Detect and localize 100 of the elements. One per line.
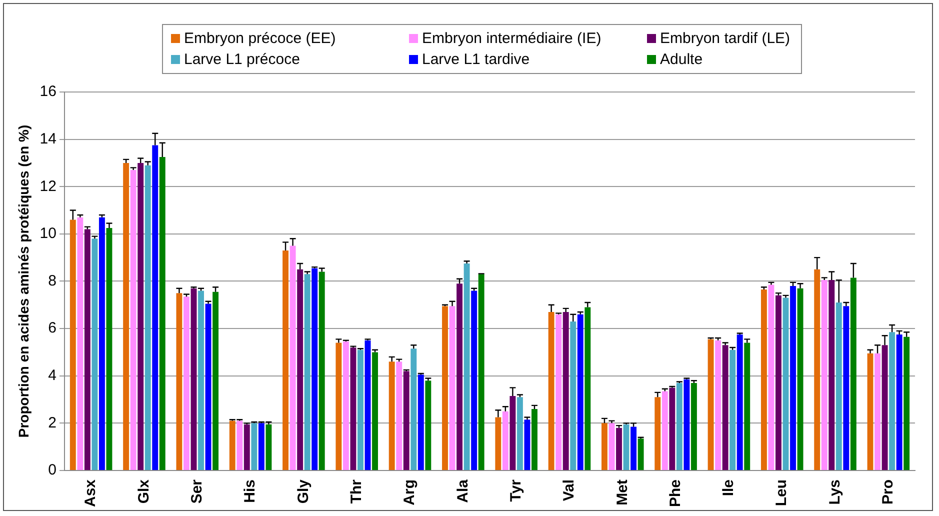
bar: [510, 396, 516, 470]
x-tick-label: Ile: [720, 479, 738, 496]
x-tick-label: Thr: [348, 479, 365, 504]
legend-label: Embryon intermédiaire (IE): [422, 30, 602, 47]
bar: [184, 296, 190, 470]
bar: [843, 306, 850, 470]
bar: [159, 157, 166, 470]
bar: [630, 426, 637, 470]
legend-label: Embryon précoce (EE): [184, 30, 336, 47]
x-tick-label: Ser: [188, 479, 206, 504]
bar: [350, 347, 356, 470]
bar: [760, 290, 767, 470]
bar: [715, 340, 722, 470]
bar: [821, 280, 828, 470]
bar: [198, 290, 204, 470]
x-tick-label: Phe: [666, 479, 684, 507]
bar: [850, 278, 856, 470]
bar: [418, 374, 424, 470]
bar: [152, 145, 158, 470]
bar: [70, 220, 76, 470]
bar: [744, 342, 750, 470]
bar: [297, 269, 304, 470]
bar: [251, 423, 258, 470]
bar: [456, 284, 463, 470]
y-tick-label: 0: [48, 462, 56, 479]
bar: [532, 408, 538, 470]
bar: [684, 379, 690, 470]
bar: [904, 336, 910, 470]
bar: [258, 423, 264, 470]
bar: [98, 217, 105, 470]
x-tick-label: His: [242, 479, 259, 503]
bar: [396, 362, 402, 470]
bar: [690, 382, 697, 470]
bar: [797, 288, 804, 470]
bar: [77, 217, 84, 470]
bar: [336, 342, 342, 470]
bar: [266, 424, 272, 470]
bar: [676, 382, 682, 470]
legend-label: Larve L1 précoce: [184, 51, 300, 68]
bar: [570, 321, 576, 470]
bar: [84, 229, 90, 470]
x-tick-label: Leu: [773, 479, 790, 506]
bar: [775, 295, 782, 470]
bar: [372, 352, 378, 470]
bar: [312, 268, 318, 470]
y-tick-label: 4: [48, 367, 56, 384]
legend-label: Embryon tardif (LE): [660, 30, 790, 47]
bar: [464, 264, 470, 470]
bar: [236, 420, 243, 470]
bar: [562, 312, 569, 470]
bar: [814, 269, 820, 470]
bar: [548, 312, 554, 470]
bar: [669, 388, 676, 470]
bar: [290, 246, 296, 470]
x-tick-label: Met: [614, 479, 631, 506]
bar: [442, 306, 448, 470]
bar: [896, 334, 902, 470]
bar: [176, 293, 182, 470]
bar: [608, 423, 615, 470]
x-tick-label: Lys: [826, 479, 844, 505]
bar: [584, 307, 591, 470]
bar: [495, 417, 502, 470]
bar: [516, 397, 523, 470]
bar: [708, 339, 714, 470]
x-tick-label: Ala: [454, 478, 472, 503]
bar: [364, 340, 371, 470]
y-tick-label: 6: [48, 320, 56, 337]
y-axis-title: Proportion en acides aminés protéiques (en %): [15, 124, 32, 438]
bar: [138, 162, 144, 470]
bar: [449, 306, 456, 470]
x-tick-label: Pro: [880, 479, 897, 504]
bar: [882, 345, 888, 470]
bar: [662, 391, 668, 470]
bar: [342, 342, 349, 470]
bar: [828, 280, 835, 470]
y-tick-label: 8: [48, 272, 56, 290]
y-tick-label: 12: [40, 178, 56, 195]
bar: [889, 332, 896, 470]
bar: [106, 228, 112, 470]
bar: [874, 353, 881, 470]
bar: [524, 420, 530, 470]
x-tick-label: Arg: [401, 479, 418, 506]
x-tick-label: Glx: [135, 478, 152, 504]
bar: [867, 353, 874, 470]
bar: [736, 334, 743, 470]
bar: [478, 274, 484, 470]
bar: [212, 292, 219, 470]
bar: [722, 345, 728, 470]
bar: [410, 348, 417, 470]
x-tick-label: Asx: [82, 478, 100, 508]
bar: [654, 397, 661, 470]
bar: [205, 304, 212, 470]
bar: [190, 288, 197, 470]
bar: [601, 423, 608, 470]
x-tick-label: Tyr: [507, 479, 524, 502]
bar: [282, 250, 289, 470]
bar: [730, 350, 736, 470]
bar: [836, 302, 842, 470]
bar: [623, 424, 630, 470]
x-tick-label: Val: [560, 479, 578, 502]
